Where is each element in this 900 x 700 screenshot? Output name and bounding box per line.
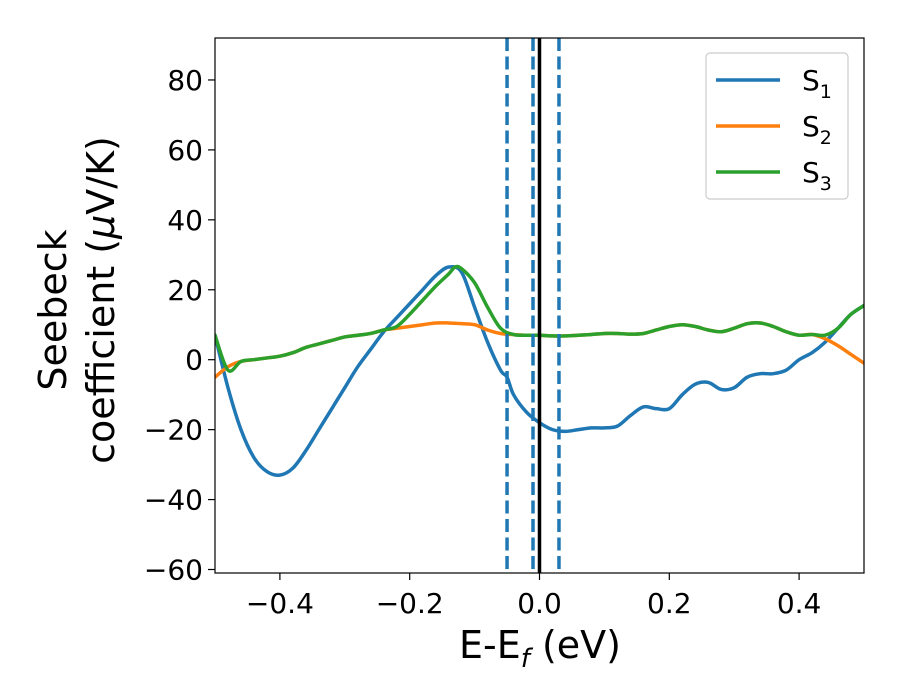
y-tick-label: 20 <box>167 274 203 307</box>
x-axis-ticks: −0.4 −0.2 0.0 0.2 0.4 <box>246 573 821 620</box>
legend: S1 S2 S3 <box>705 52 849 200</box>
y-tick-label: 40 <box>167 204 203 237</box>
y-tick-label: 60 <box>167 134 203 167</box>
y-tick-label: 80 <box>167 64 203 97</box>
legend-label-3: S3 <box>802 156 832 195</box>
y-axis-label-line1: Seebeck <box>31 229 75 390</box>
y-axis-label-line2: coefficient (μV/K) <box>79 136 123 464</box>
x-tick-label: 0.2 <box>647 587 692 620</box>
legend-label-2: S2 <box>802 110 832 149</box>
y-axis-label: Seebeck coefficient (μV/K) <box>31 136 123 464</box>
y-tick-label: −60 <box>144 554 203 587</box>
x-axis-label: E-Ef (eV) <box>459 623 621 674</box>
legend-label-1: S1 <box>802 64 832 103</box>
legend-items: S1 S2 S3 <box>716 64 832 195</box>
y-tick-label: −20 <box>144 414 203 447</box>
x-tick-label: −0.4 <box>246 587 314 620</box>
x-tick-label: 0.0 <box>517 587 562 620</box>
y-tick-label: 0 <box>185 344 203 377</box>
y-tick-label: −40 <box>144 484 203 517</box>
y-axis-ticks: −60 −40 −20 0 20 40 60 80 <box>144 64 215 587</box>
x-tick-label: −0.2 <box>376 587 444 620</box>
vline-layer <box>505 38 561 573</box>
x-tick-label: 0.4 <box>777 587 822 620</box>
